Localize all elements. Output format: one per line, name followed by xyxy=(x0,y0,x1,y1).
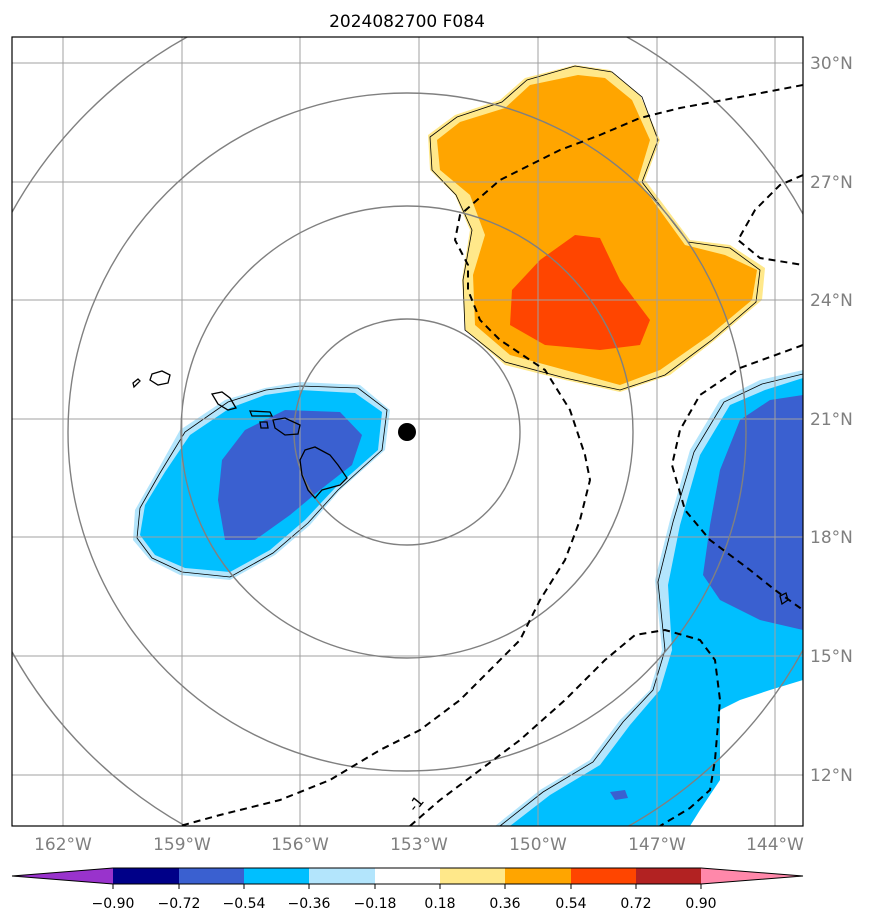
island-molokai xyxy=(249,410,274,417)
island-oahu xyxy=(210,391,238,411)
range-rings xyxy=(12,37,803,826)
island-niihau xyxy=(132,378,141,389)
colorbar-label: −0.54 xyxy=(223,896,266,912)
colorbar-label: −0.90 xyxy=(92,896,135,912)
colorbar-segment xyxy=(571,868,636,884)
lat-label: 15°N xyxy=(810,647,853,667)
anomaly-fill-neg-0.54-east xyxy=(703,395,803,630)
island-hawaii xyxy=(299,446,348,499)
island-kauai xyxy=(149,370,171,386)
contour-north xyxy=(179,84,803,826)
dashed-contours xyxy=(179,84,803,826)
range-ring-3 xyxy=(67,92,747,772)
hawaiian-islands xyxy=(132,370,789,606)
colorbar-segment xyxy=(179,868,244,884)
colorbar-label: −0.18 xyxy=(354,896,397,912)
lon-label: 150°W xyxy=(509,835,567,855)
lat-label: 30°N xyxy=(810,54,853,74)
colorbar-extend-min xyxy=(12,868,113,884)
lat-label: 12°N xyxy=(810,766,853,786)
lat-label: 21°N xyxy=(810,410,853,430)
colorbar-segment xyxy=(636,868,701,884)
longitude-labels: 162°W 159°W 156°W 153°W 150°W 147°W 144°… xyxy=(34,835,804,855)
anomaly-outline xyxy=(429,65,761,391)
colorbar-segment xyxy=(309,868,375,884)
positive-anomaly-region xyxy=(428,65,765,392)
colorbar-label: −0.72 xyxy=(158,896,201,912)
anomaly-fill-0.54 xyxy=(510,235,650,350)
map-area: -1 xyxy=(12,37,803,826)
contour-northeast xyxy=(736,174,803,266)
lat-label: 24°N xyxy=(810,291,853,311)
colorbar-label: 0.18 xyxy=(424,896,455,912)
island-maui xyxy=(272,417,301,436)
lat-label: 27°N xyxy=(810,173,853,193)
colorbar: −0.90 −0.72 −0.54 −0.36 −0.18 0.18 0.36 … xyxy=(11,867,804,912)
range-ring-2 xyxy=(180,205,634,659)
lon-label: 144°W xyxy=(746,835,804,855)
colorbar-label: 0.72 xyxy=(620,896,651,912)
colorbar-extend-max xyxy=(701,868,803,884)
contour-south xyxy=(409,628,722,826)
colorbar-ticks xyxy=(112,884,702,889)
lon-label: 153°W xyxy=(390,835,448,855)
negative-anomaly-region-east xyxy=(495,370,803,826)
colorbar-segment xyxy=(440,868,505,884)
lon-label: 156°W xyxy=(271,835,329,855)
lon-label: 162°W xyxy=(34,835,92,855)
colorbar-segment xyxy=(375,868,440,884)
anomaly-fill-neg-0.54-small xyxy=(610,790,628,800)
lon-label: 159°W xyxy=(153,835,211,855)
island-lanai xyxy=(259,421,269,429)
map-title: 2024082700 F084 xyxy=(329,12,485,32)
colorbar-segment xyxy=(505,868,571,884)
colorbar-segment xyxy=(244,868,309,884)
colorbar-label: −0.36 xyxy=(288,896,331,912)
latitude-labels: 30°N 27°N 24°N 21°N 18°N 15°N 12°N xyxy=(810,54,853,786)
lat-label: 18°N xyxy=(810,528,853,548)
colorbar-label: 0.36 xyxy=(489,896,520,912)
map-frame xyxy=(11,36,804,827)
anomaly-fill-neg-0.54 xyxy=(218,410,362,540)
colorbar-label: 0.90 xyxy=(685,896,716,912)
colorbar-label: 0.54 xyxy=(555,896,586,912)
range-ring-1 xyxy=(293,318,521,546)
storm-center-marker xyxy=(398,423,416,441)
lon-label: 147°W xyxy=(628,835,686,855)
anomaly-outline-east xyxy=(499,373,803,826)
colorbar-segment xyxy=(113,868,179,884)
